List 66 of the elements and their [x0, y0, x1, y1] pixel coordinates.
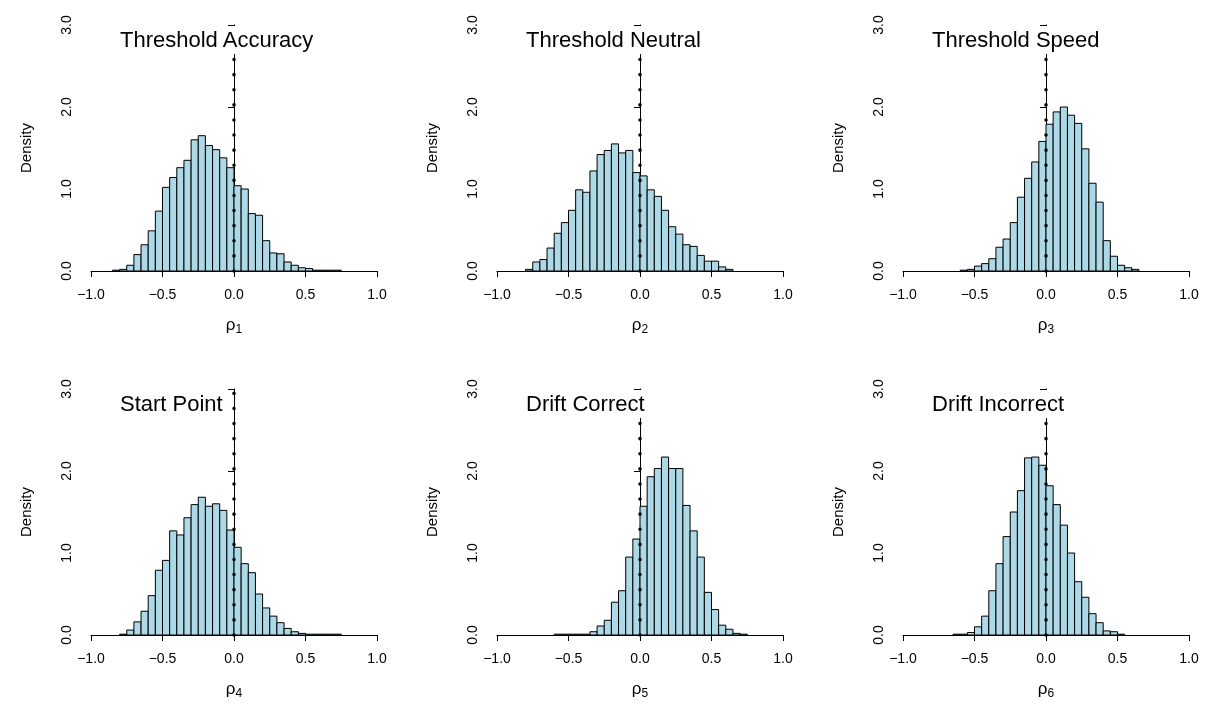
y-tick-label: 0.0 — [58, 261, 74, 281]
y-axis-title: Density — [423, 486, 440, 538]
x-tick-label: 1.0 — [367, 286, 387, 302]
x-tick-label: 0.0 — [1036, 286, 1056, 302]
y-axis-title: Density — [17, 486, 34, 538]
y-tick-label: 1.0 — [58, 543, 74, 563]
x-tick-label: 0.0 — [224, 286, 244, 302]
x-tick-label: 0.5 — [701, 286, 722, 302]
x-tick-label: 1.0 — [773, 650, 793, 666]
x-tick-label: 0.5 — [1107, 650, 1128, 666]
y-tick-label: 1.0 — [464, 543, 480, 563]
x-tick-label: −1.0 — [889, 650, 918, 666]
x-tick-label: −1.0 — [77, 286, 106, 302]
x-tick-label: −0.5 — [148, 650, 177, 666]
y-tick-label: 0.0 — [464, 625, 480, 645]
x-tick-label: −1.0 — [483, 650, 512, 666]
x-tick-label: 0.5 — [1107, 286, 1128, 302]
y-tick-label: 3.0 — [58, 379, 74, 399]
chart-title: Threshold Accuracy — [120, 26, 314, 52]
chart-title: Start Point — [120, 390, 223, 416]
y-tick-label: 2.0 — [870, 97, 886, 117]
y-tick-label: 2.0 — [464, 97, 480, 117]
y-tick-label: 0.0 — [870, 625, 886, 645]
x-tick-label: −0.5 — [960, 650, 989, 666]
y-tick-label: 3.0 — [870, 379, 886, 399]
y-tick-label: 1.0 — [464, 179, 480, 199]
x-tick-label: 0.5 — [701, 650, 722, 666]
chart-title: Threshold Speed — [932, 26, 1100, 52]
y-tick-label: 0.0 — [870, 261, 886, 281]
y-tick-label: 0.0 — [464, 261, 480, 281]
y-axis-title: Density — [829, 122, 846, 174]
y-tick-label: 2.0 — [58, 97, 74, 117]
x-tick-label: −1.0 — [77, 650, 106, 666]
x-tick-label: −0.5 — [554, 650, 583, 666]
y-tick-label: 2.0 — [870, 461, 886, 481]
y-tick-label: 3.0 — [870, 15, 886, 35]
y-tick-label: 1.0 — [870, 179, 886, 199]
y-axis-title: Density — [17, 122, 34, 174]
x-tick-label: −1.0 — [889, 286, 918, 302]
x-tick-label: 0.0 — [224, 650, 244, 666]
y-tick-label: 3.0 — [464, 379, 480, 399]
y-axis-title: Density — [829, 486, 846, 538]
y-tick-label: 2.0 — [58, 461, 74, 481]
y-tick-label: 2.0 — [464, 461, 480, 481]
x-tick-label: 1.0 — [1179, 286, 1199, 302]
y-tick-label: 1.0 — [870, 543, 886, 563]
y-tick-label: 0.0 — [58, 625, 74, 645]
x-tick-label: 0.0 — [630, 286, 650, 302]
x-tick-label: −0.5 — [148, 286, 177, 302]
x-tick-label: 0.0 — [630, 650, 650, 666]
x-tick-label: 0.5 — [295, 650, 316, 666]
x-tick-label: 1.0 — [773, 286, 793, 302]
x-tick-label: 1.0 — [1179, 650, 1199, 666]
x-tick-label: 1.0 — [367, 650, 387, 666]
chart-title: Drift Incorrect — [932, 390, 1065, 416]
chart-title: Drift Correct — [526, 390, 645, 416]
chart-title: Threshold Neutral — [526, 26, 701, 52]
x-tick-label: −0.5 — [554, 286, 583, 302]
x-tick-label: 0.5 — [295, 286, 316, 302]
x-tick-label: −1.0 — [483, 286, 512, 302]
y-tick-label: 3.0 — [58, 15, 74, 35]
y-tick-label: 3.0 — [464, 15, 480, 35]
y-tick-label: 1.0 — [58, 179, 74, 199]
y-axis-title: Density — [423, 122, 440, 174]
x-tick-label: −0.5 — [960, 286, 989, 302]
x-tick-label: 0.0 — [1036, 650, 1056, 666]
